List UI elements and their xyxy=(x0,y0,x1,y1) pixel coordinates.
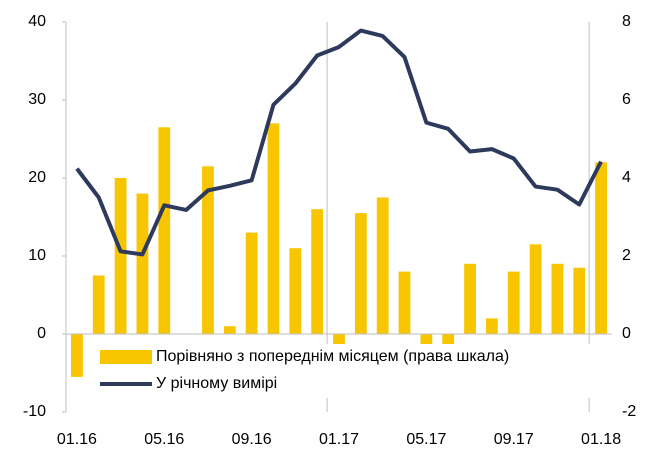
x-tick-label: 09.16 xyxy=(232,431,272,448)
bar xyxy=(573,267,586,334)
bar xyxy=(507,271,520,334)
bar xyxy=(202,166,214,334)
y-tick-label: 10 xyxy=(28,247,46,264)
legend: Порівняно з попереднім місяцем (права шк… xyxy=(95,344,590,398)
bar xyxy=(464,263,476,334)
y2-tick-label: -2 xyxy=(622,403,636,420)
line xyxy=(75,28,603,257)
legend-label: У річному вимірі xyxy=(156,375,277,392)
bar xyxy=(71,334,83,377)
bar xyxy=(333,334,345,346)
y2-tick-label: 4 xyxy=(622,169,631,186)
bar xyxy=(158,127,171,334)
legend-box xyxy=(95,344,590,398)
x-tick-label: 01.16 xyxy=(57,431,97,448)
y2-tick-label: 2 xyxy=(622,247,631,264)
bar xyxy=(289,248,302,334)
bar xyxy=(442,334,455,354)
bar xyxy=(376,197,389,334)
x-tick-label: 01.18 xyxy=(581,431,621,448)
bar xyxy=(595,162,607,334)
x-tick-label: 05.17 xyxy=(406,431,446,448)
bar xyxy=(114,178,127,334)
x-tick-label: 09.17 xyxy=(494,431,534,448)
legend-label: Порівняно з попереднім місяцем (права шк… xyxy=(156,348,509,365)
y-tick-label: 20 xyxy=(28,169,46,186)
y-tick-label: -10 xyxy=(23,403,46,420)
bar xyxy=(267,123,280,335)
bar xyxy=(529,244,542,334)
y-tick-label: 0 xyxy=(37,325,46,342)
bar xyxy=(245,232,258,334)
x-tick-label: 05.16 xyxy=(144,431,184,448)
bar xyxy=(485,318,498,334)
bar xyxy=(398,271,411,334)
y2-tick-label: 8 xyxy=(622,13,631,30)
y-tick-label: 40 xyxy=(28,13,46,30)
legend-swatch xyxy=(100,350,152,364)
bar xyxy=(223,326,236,334)
y-tick-label: 30 xyxy=(28,91,46,108)
bar xyxy=(136,193,149,334)
bar xyxy=(354,213,367,334)
y2-tick-label: 0 xyxy=(622,325,631,342)
bar xyxy=(311,209,324,334)
x-tick-label: 01.17 xyxy=(319,431,359,448)
bar xyxy=(551,263,564,334)
y2-tick-label: 6 xyxy=(622,91,631,108)
bar xyxy=(92,275,105,334)
